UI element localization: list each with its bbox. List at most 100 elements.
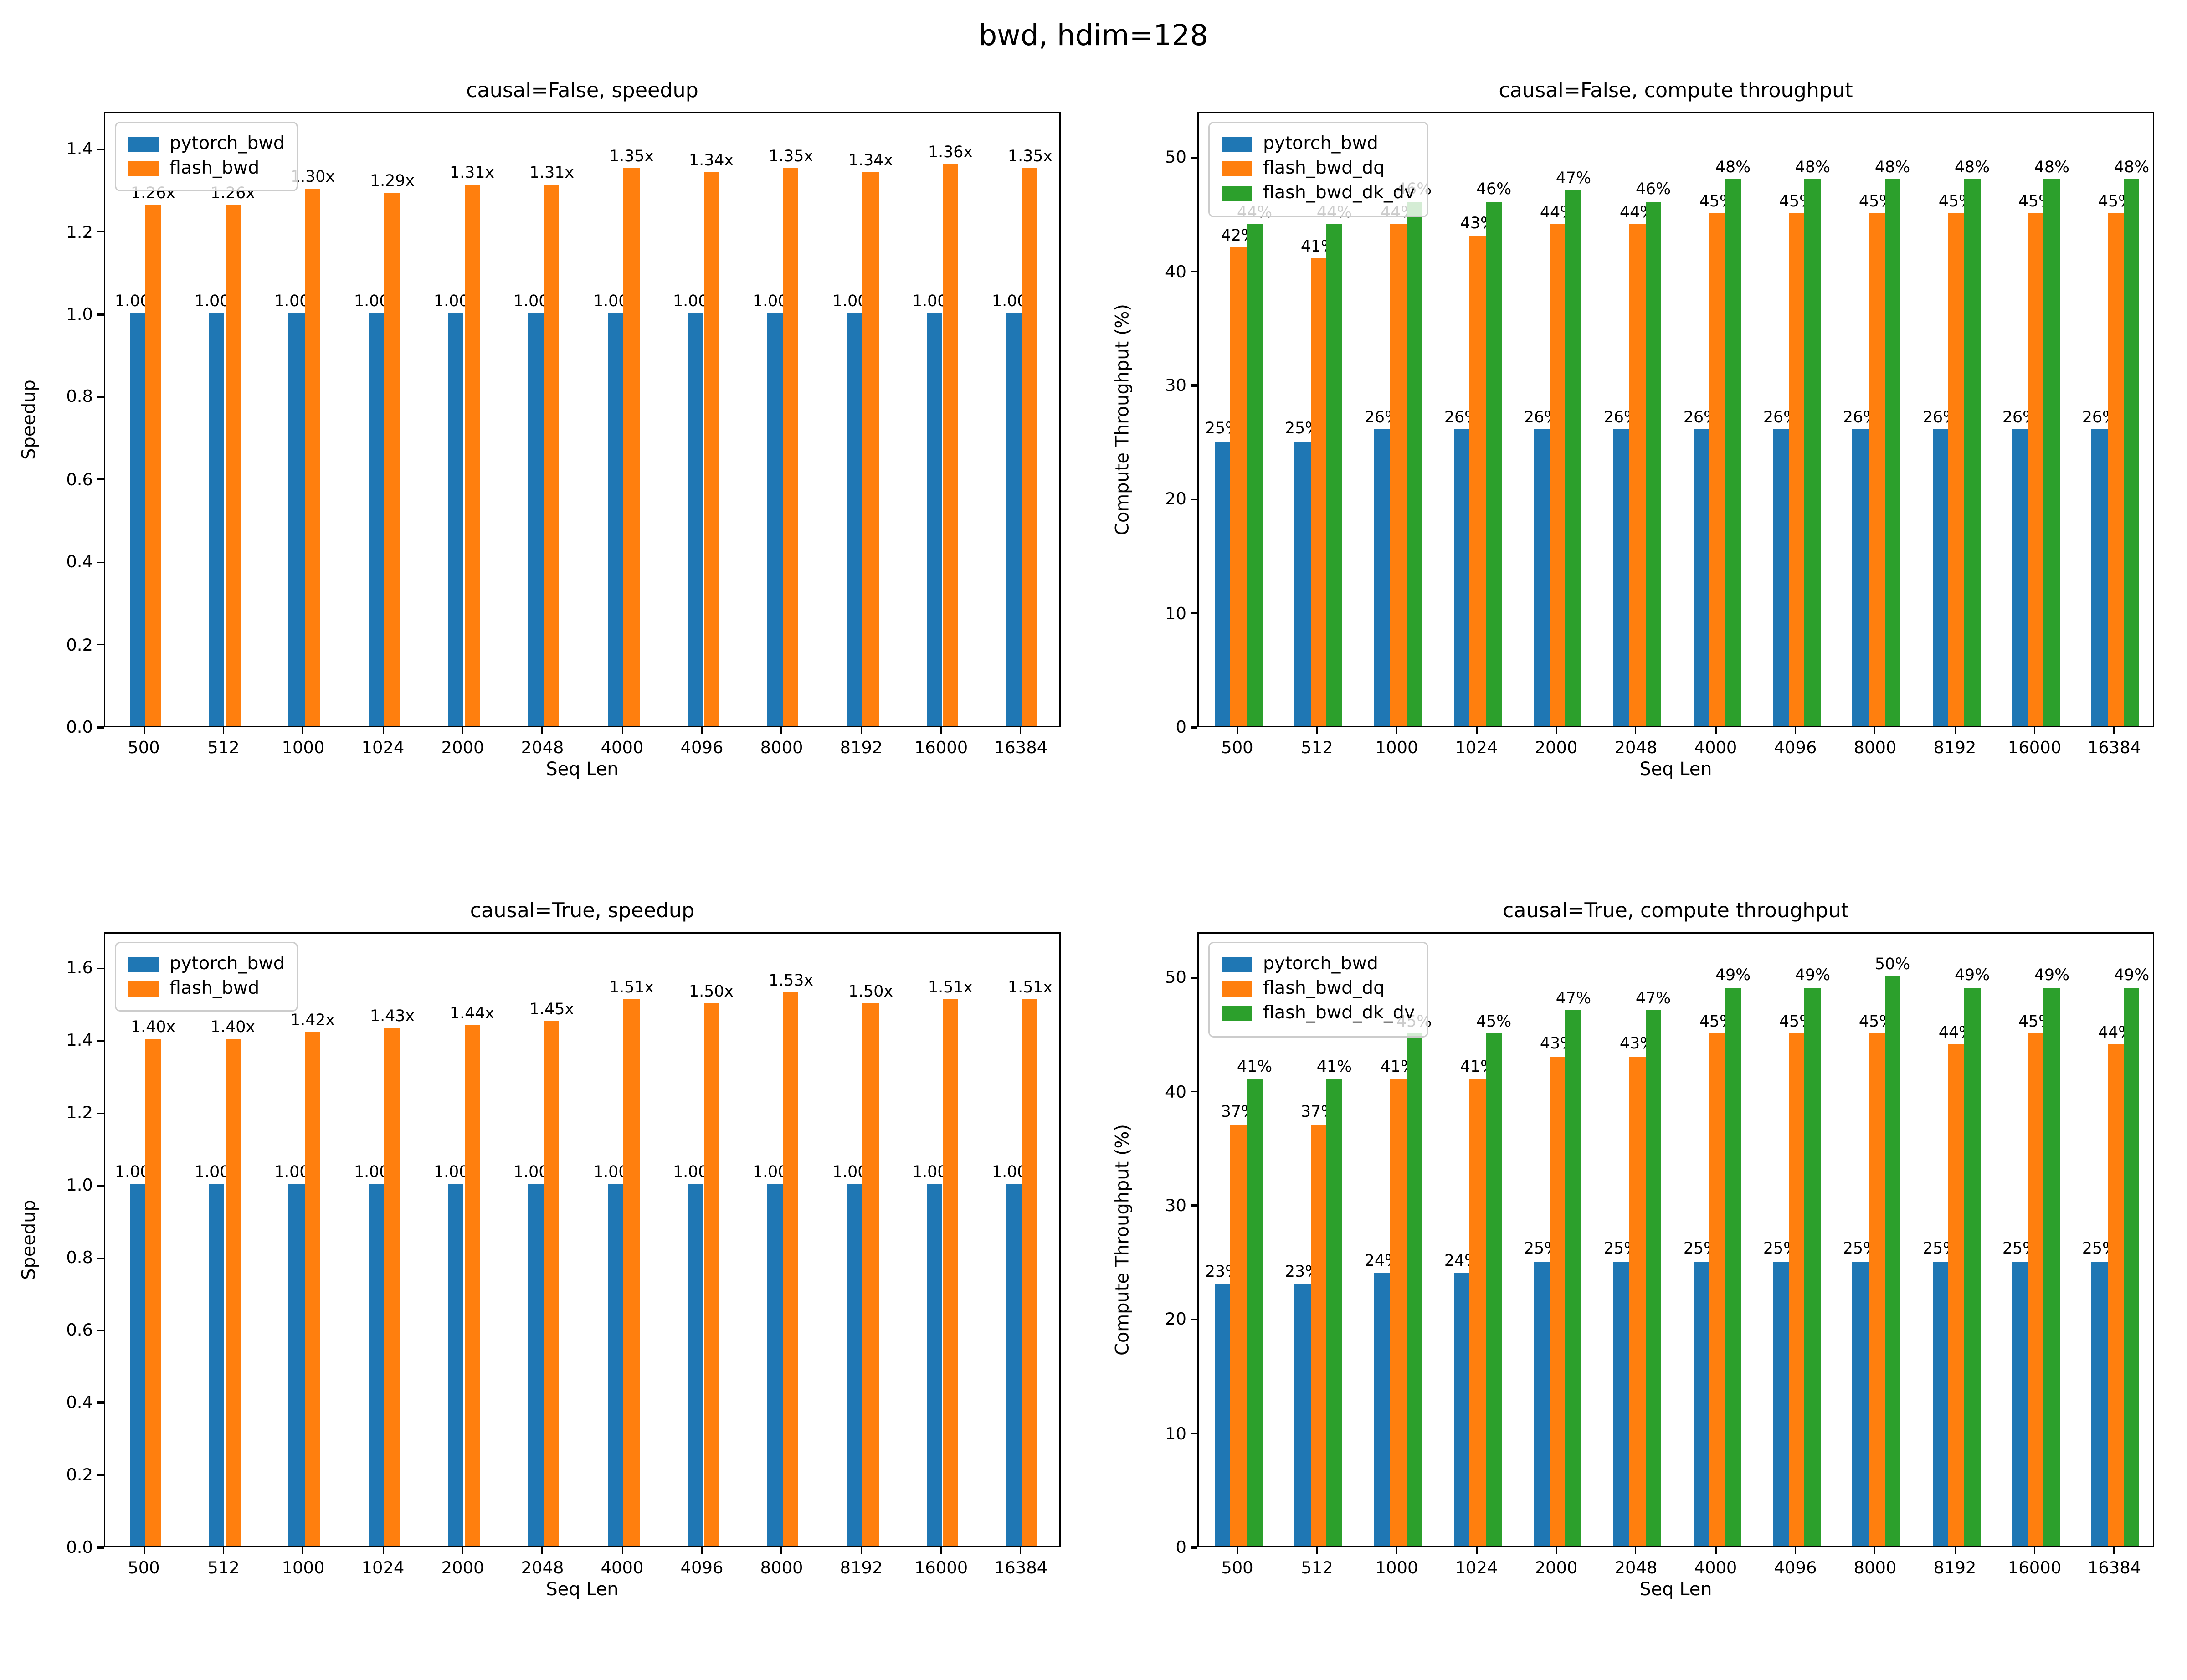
bar-flash_bwd — [544, 1021, 560, 1546]
bar-flash_bwd — [225, 1039, 241, 1546]
bar-flash_bwd_dq — [1390, 1079, 1406, 1546]
x-tick-label: 4096 — [680, 1558, 724, 1577]
bar-flash_bwd — [783, 992, 799, 1546]
x-tick-label: 2000 — [441, 1558, 484, 1577]
y-tick-mark — [97, 726, 104, 728]
x-tick-mark — [462, 1547, 464, 1554]
x-tick-label: 16384 — [2087, 1558, 2141, 1577]
x-tick-label: 16000 — [2007, 1558, 2062, 1577]
x-tick-mark — [940, 727, 942, 734]
bar-pytorch_bwd — [368, 1184, 385, 1546]
legend-swatch-flash_bwd — [128, 981, 159, 997]
x-tick-mark — [1794, 1547, 1797, 1554]
x-tick-label: 512 — [1301, 1558, 1333, 1577]
y-tick-mark — [97, 396, 104, 398]
legend: pytorch_bwd flash_bwd — [115, 942, 298, 1012]
x-tick-label: 16000 — [914, 738, 968, 757]
x-tick-label: 2000 — [441, 738, 484, 757]
bar-value-label: 1.51x — [928, 977, 973, 997]
bar-value-label: 41% — [1237, 1057, 1273, 1076]
y-tick-label: 0 — [1176, 718, 1186, 737]
legend-item: flash_bwd — [128, 979, 285, 1000]
bar-pytorch_bwd — [767, 1184, 783, 1546]
plot-area: 1.00x 1.00x 1.00x 1.00x 1.00x 1.00x 1.00x 1.00x… — [104, 112, 1061, 727]
bar-pytorch_bwd — [209, 313, 225, 726]
bar-pytorch_bwd — [448, 313, 464, 726]
x-tick-mark — [382, 1547, 384, 1554]
bar-flash_bwd_dk_dv — [1247, 225, 1263, 726]
x-tick-mark — [382, 727, 384, 734]
y-tick-label: 10 — [1165, 1423, 1186, 1443]
bar-value-label: 1.35x — [609, 146, 654, 166]
bar-pytorch_bwd — [1852, 1261, 1869, 1546]
bar-pytorch_bwd — [1773, 430, 1789, 726]
bar-pytorch_bwd — [528, 1184, 544, 1546]
x-tick-mark — [621, 727, 623, 734]
bar-pytorch_bwd — [607, 1184, 624, 1546]
x-tick-label: 2048 — [1614, 738, 1658, 757]
bar-value-label: 1.40x — [130, 1017, 176, 1037]
bar-value-label: 50% — [1874, 954, 1910, 974]
bar-flash_bwd_dk_dv — [1486, 202, 1502, 726]
bar-flash_bwd_dk_dv — [1326, 1079, 1342, 1546]
x-tick-mark — [1715, 727, 1717, 734]
y-tick-mark — [97, 561, 104, 563]
x-tick-mark — [1475, 727, 1478, 734]
bar-flash_bwd_dq — [1390, 225, 1406, 726]
x-tick-mark — [1020, 1547, 1022, 1554]
bar-flash_bwd_dq — [1230, 1125, 1247, 1546]
y-tick-mark — [97, 1040, 104, 1042]
bar-pytorch_bwd — [209, 1184, 225, 1546]
legend: pytorch_bwd flash_bwd_dq flash_bwd_dk_dv — [1208, 122, 1429, 217]
bar-pytorch_bwd — [767, 313, 783, 726]
bar-flash_bwd — [623, 999, 640, 1546]
legend-item-label: flash_bwd_dk_dv — [1263, 1004, 1415, 1025]
bar-pytorch_bwd — [368, 313, 385, 726]
x-tick-label: 500 — [1221, 738, 1253, 757]
y-tick-mark — [1191, 1546, 1197, 1548]
chart-title: causal=False, compute throughput — [1499, 79, 1853, 103]
bar-pytorch_bwd — [2012, 430, 2028, 726]
x-tick-label: 500 — [128, 1558, 160, 1577]
bar-flash_bwd_dk_dv — [1645, 202, 1661, 726]
x-tick-label: 16384 — [994, 1558, 1048, 1577]
x-tick-mark — [1715, 1547, 1717, 1554]
bar-flash_bwd_dk_dv — [1565, 1011, 1581, 1546]
legend-swatch-flash_bwd_dq — [1222, 161, 1252, 177]
legend-swatch-flash_bwd_dk_dv — [1222, 1007, 1252, 1022]
bar-pytorch_bwd — [926, 313, 943, 726]
bar-flash_bwd_dk_dv — [1725, 988, 1741, 1546]
x-tick-label: 4000 — [1694, 738, 1737, 757]
bar-pytorch_bwd — [1613, 430, 1629, 726]
x-tick-mark — [621, 1547, 623, 1554]
x-tick-label: 512 — [1301, 738, 1333, 757]
bar-value-label: 41% — [1316, 1057, 1352, 1076]
bar-flash_bwd_dq — [1948, 1045, 1964, 1546]
legend-swatch-flash_bwd_dk_dv — [1222, 186, 1252, 202]
y-axis-label: Speedup — [20, 1200, 41, 1280]
y-tick-label: 0.8 — [66, 1248, 93, 1268]
bar-flash_bwd_dk_dv — [2123, 988, 2140, 1546]
y-tick-mark — [1191, 498, 1197, 500]
x-tick-label: 1000 — [282, 1558, 325, 1577]
legend-item-label: flash_bwd — [169, 159, 260, 180]
bar-flash_bwd — [1022, 999, 1038, 1546]
bar-flash_bwd_dk_dv — [1964, 988, 1980, 1546]
y-tick-label: 20 — [1165, 1310, 1186, 1329]
x-tick-mark — [1236, 727, 1238, 734]
y-tick-label: 1.0 — [66, 1176, 93, 1195]
y-tick-label: 0.0 — [66, 1538, 93, 1557]
bar-flash_bwd_dq — [1869, 213, 1884, 726]
legend-swatch-pytorch_bwd — [1222, 137, 1252, 152]
legend-swatch-flash_bwd_dq — [1222, 981, 1252, 997]
x-tick-label: 1000 — [282, 738, 325, 757]
x-tick-mark — [1020, 727, 1022, 734]
bar-flash_bwd — [304, 1032, 321, 1546]
y-tick-label: 0.6 — [66, 470, 93, 489]
x-tick-label: 16000 — [914, 1558, 968, 1577]
bar-pytorch_bwd — [2091, 1261, 2108, 1546]
x-tick-label: 4096 — [1774, 738, 1817, 757]
x-tick-mark — [1396, 1547, 1398, 1554]
bar-flash_bwd_dk_dv — [2043, 988, 2060, 1546]
figure-title: bwd, hdim=128 — [979, 19, 1208, 52]
